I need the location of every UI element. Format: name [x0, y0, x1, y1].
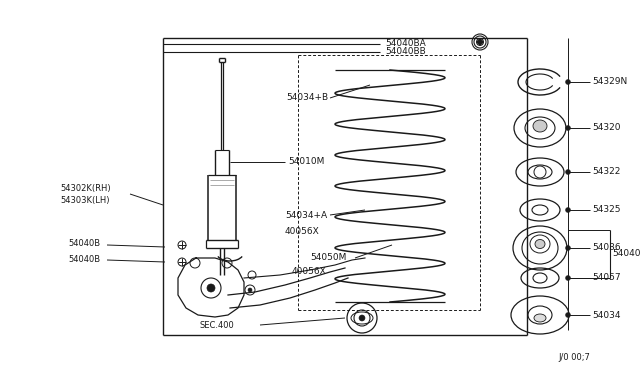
Circle shape — [566, 208, 570, 212]
Circle shape — [566, 80, 570, 84]
Circle shape — [566, 312, 570, 317]
Circle shape — [359, 315, 365, 321]
Text: 54036: 54036 — [592, 244, 621, 253]
Text: 54322: 54322 — [592, 167, 620, 176]
Text: 54040BA: 54040BA — [385, 39, 426, 48]
Text: 40056X: 40056X — [285, 228, 320, 237]
Circle shape — [248, 288, 252, 292]
Text: 54040B: 54040B — [68, 238, 100, 247]
Circle shape — [207, 284, 215, 292]
Circle shape — [566, 170, 570, 174]
Ellipse shape — [533, 120, 547, 132]
Text: 54302K(RH): 54302K(RH) — [60, 183, 111, 192]
Text: 54040B: 54040B — [68, 256, 100, 264]
Circle shape — [566, 246, 570, 250]
Text: 54034+A: 54034+A — [285, 211, 327, 219]
Text: 54034: 54034 — [592, 311, 621, 320]
Text: 40056X: 40056X — [292, 267, 327, 276]
Ellipse shape — [535, 240, 545, 248]
Text: 54325: 54325 — [592, 205, 621, 215]
Text: J/0 00;7: J/0 00;7 — [558, 353, 590, 362]
Text: 54010M: 54010M — [288, 157, 324, 167]
Text: SEC.400: SEC.400 — [200, 321, 235, 330]
Text: 54329N: 54329N — [592, 77, 627, 87]
Text: 54050M: 54050M — [310, 253, 346, 263]
Circle shape — [566, 276, 570, 280]
Circle shape — [477, 39, 483, 45]
Text: 54303K(LH): 54303K(LH) — [60, 196, 109, 205]
Text: 54320: 54320 — [592, 124, 621, 132]
Circle shape — [566, 125, 570, 131]
Text: 54040BB: 54040BB — [385, 48, 426, 57]
Text: 54057: 54057 — [592, 273, 621, 282]
Text: 54034+B: 54034+B — [286, 93, 328, 103]
Ellipse shape — [534, 314, 546, 322]
Text: 54040: 54040 — [612, 250, 640, 259]
